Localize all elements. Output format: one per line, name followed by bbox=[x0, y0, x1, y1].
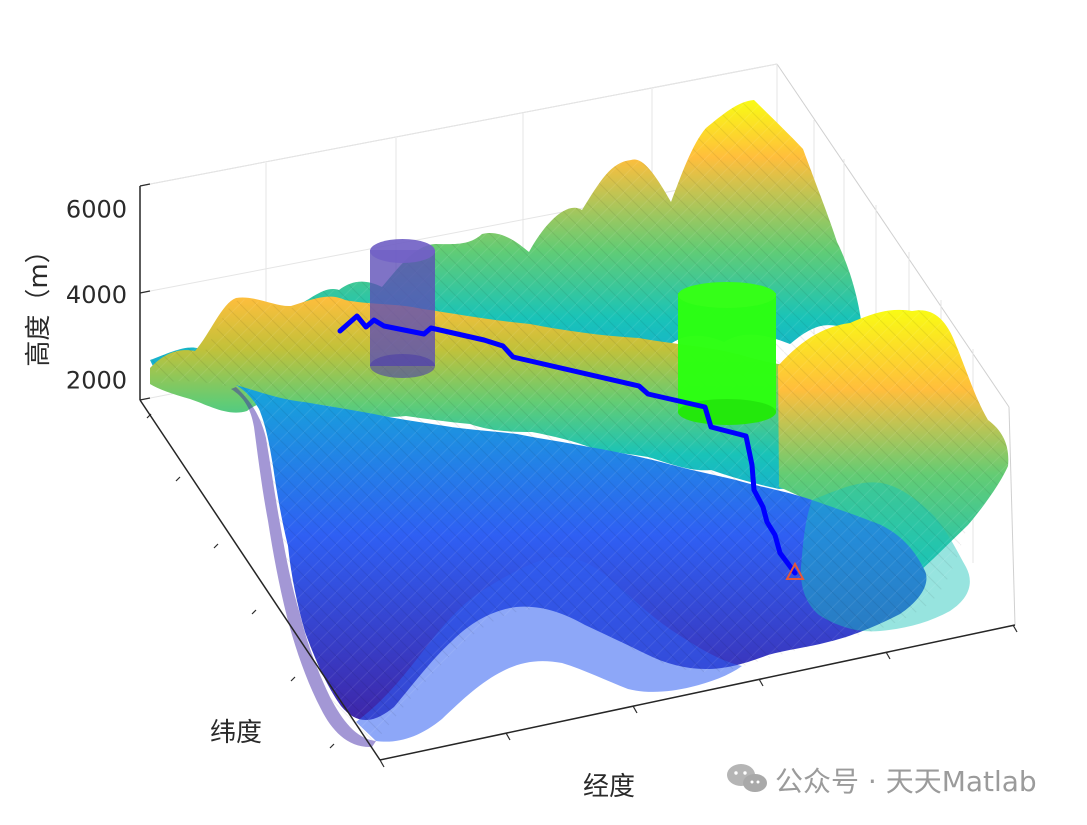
terrain-shadow-band bbox=[231, 387, 376, 748]
terrain-surface bbox=[150, 100, 1009, 748]
y-axis-label: 纬度 bbox=[210, 718, 262, 748]
z-axis-label: 高度（m） bbox=[24, 237, 54, 366]
z-tick-labels: 2000 4000 6000 bbox=[66, 195, 127, 394]
wechat-icon bbox=[727, 764, 767, 792]
watermark-text: 公众号 · 天天Matlab bbox=[775, 765, 1037, 798]
z-tick-label-2: 4000 bbox=[66, 281, 127, 309]
route-path-line bbox=[337, 313, 798, 576]
purple-cylinder bbox=[370, 239, 435, 378]
axis-labels: 高度（m） 纬度 经度 bbox=[24, 237, 635, 802]
front-hill-left bbox=[356, 556, 742, 742]
main-axes bbox=[139, 186, 1016, 761]
z-tick-label-1: 2000 bbox=[66, 367, 127, 395]
cylinders bbox=[370, 239, 776, 425]
axis-ticks bbox=[139, 183, 1018, 768]
terrain-mesh bbox=[150, 100, 1009, 741]
green-cylinder bbox=[678, 282, 776, 425]
watermark: 公众号 · 天天Matlab bbox=[727, 764, 1037, 798]
path-end-marker bbox=[785, 561, 805, 580]
z-tick-label-3: 6000 bbox=[66, 195, 127, 223]
x-axis-label: 经度 bbox=[583, 772, 635, 802]
